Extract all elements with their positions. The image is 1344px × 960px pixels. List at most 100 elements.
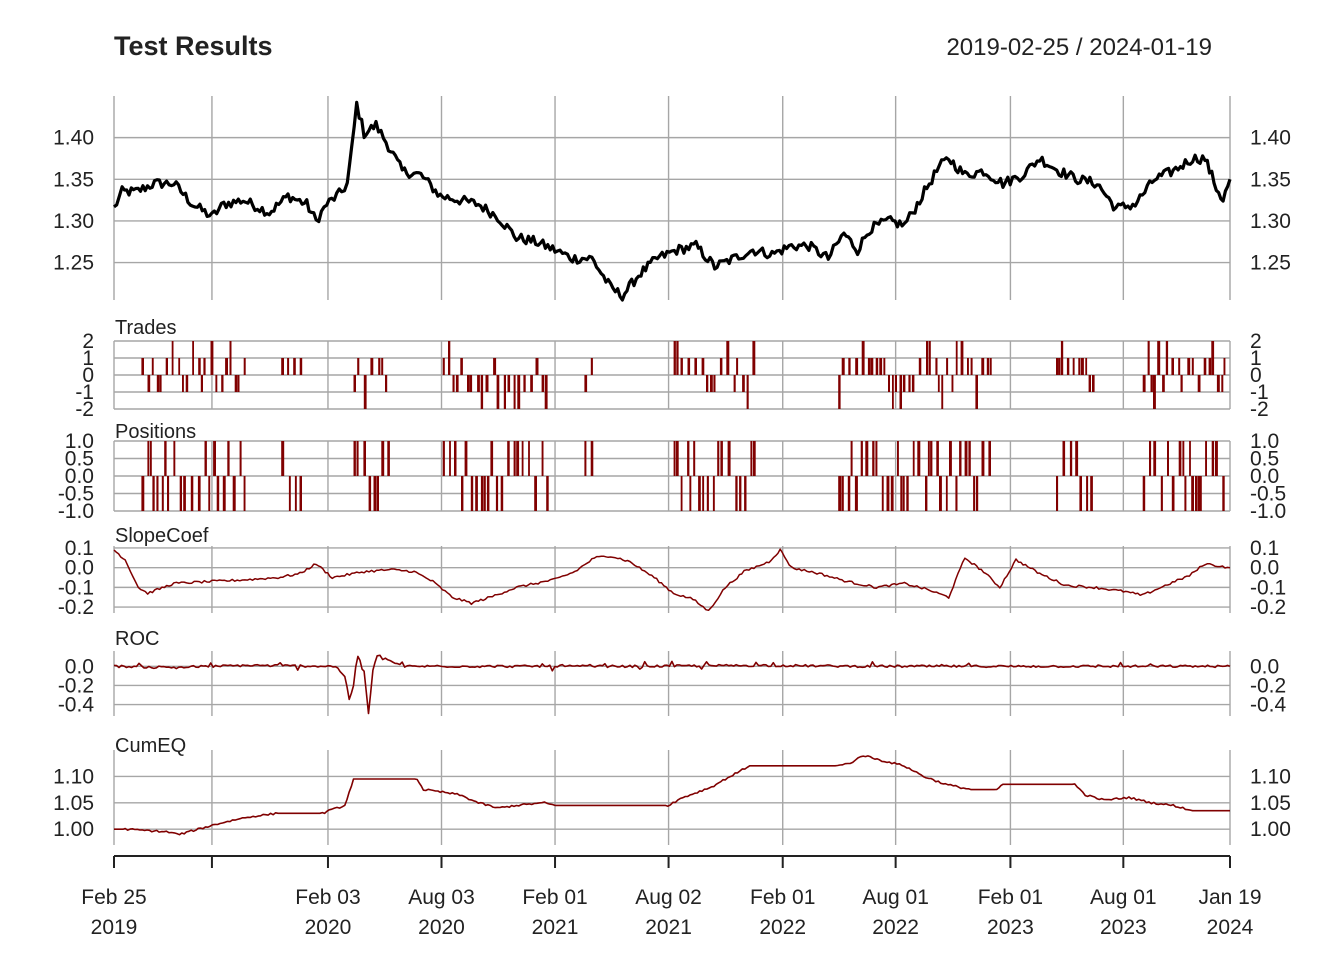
series-line-roc (113, 654, 1231, 715)
bar-positions (546, 476, 549, 511)
x-tick-label-year: 2023 (1100, 916, 1147, 939)
bar-trades (541, 375, 544, 392)
x-tick-label-month: Feb 03 (295, 886, 360, 909)
bar-trades (867, 358, 871, 375)
bar-positions (1160, 476, 1163, 511)
x-tick-label-month: Feb 01 (978, 886, 1043, 909)
panel-label-trades: Trades (115, 317, 177, 339)
bar-trades (911, 375, 915, 392)
bar-positions (232, 476, 236, 511)
bar-positions (495, 476, 499, 511)
bar-trades (455, 375, 459, 392)
bar-trades (935, 358, 938, 375)
bar-positions (687, 441, 690, 476)
bar-trades (1056, 358, 1059, 375)
bar-trades (363, 375, 367, 409)
y-tick-label-left: 1.00 (53, 818, 94, 841)
bar-trades (477, 375, 480, 392)
y-tick-label-right: 0.0 (1250, 557, 1279, 580)
bar-positions (988, 441, 991, 476)
bar-positions (689, 476, 692, 511)
bar-trades (676, 341, 679, 375)
x-tick-label-month: Feb 25 (81, 886, 146, 909)
bar-trades (746, 375, 749, 409)
bar-positions (590, 441, 594, 476)
bar-trades (908, 375, 911, 392)
bar-positions (480, 476, 484, 511)
bar-trades (981, 358, 985, 375)
bar-positions (475, 476, 478, 511)
x-tick-label-month: Jan 19 (1198, 886, 1261, 909)
bar-trades (171, 341, 174, 375)
bar-trades (243, 358, 246, 375)
x-tick-label-month: Feb 01 (750, 886, 815, 909)
bar-positions (1075, 441, 1079, 476)
bar-positions (675, 441, 679, 476)
bar-trades (198, 358, 201, 375)
bar-trades (951, 375, 954, 392)
bar-trades (281, 358, 284, 375)
y-tick-label-right: -1 (1250, 381, 1269, 404)
x-tick-label-month: Aug 01 (1090, 886, 1157, 909)
bar-trades (967, 358, 969, 375)
bar-trades (899, 375, 902, 409)
panel-label-roc: ROC (115, 628, 159, 650)
y-tick-label-left: 1.10 (53, 765, 94, 788)
bar-positions (693, 441, 696, 476)
bar-trades (1223, 358, 1226, 375)
bar-trades (156, 375, 160, 392)
bar-trades (378, 358, 381, 375)
bar-trades (442, 358, 445, 375)
bar-positions (368, 476, 372, 511)
bar-trades (293, 358, 296, 375)
bar-positions (680, 476, 683, 511)
y-tick-label-right: 1.05 (1250, 792, 1291, 815)
bar-positions (376, 476, 379, 511)
bar-positions (727, 441, 731, 476)
bar-trades (710, 375, 713, 392)
bar-positions (1079, 476, 1082, 511)
bar-trades (353, 375, 356, 392)
bar-trades (460, 358, 463, 375)
panel-label-positions: Positions (115, 421, 196, 443)
x-tick-label-year: 2023 (987, 916, 1034, 939)
bar-positions (173, 441, 176, 476)
bar-positions (208, 476, 211, 511)
bar-positions (1198, 476, 1200, 511)
bar-trades (848, 358, 851, 375)
bar-trades (590, 358, 593, 375)
bar-positions (152, 476, 155, 511)
bar-trades (493, 358, 497, 375)
bar-positions (968, 441, 971, 476)
bar-positions (161, 476, 164, 511)
bar-trades (225, 358, 228, 375)
bar-trades (929, 341, 931, 375)
bar-trades (733, 375, 736, 392)
bar-trades (1165, 341, 1169, 375)
bar-trades (1187, 358, 1191, 375)
bar-positions (975, 476, 979, 511)
y-tick-label-left: 1.30 (53, 210, 94, 233)
bar-trades (200, 375, 203, 392)
bar-positions (183, 476, 186, 511)
bar-positions (850, 441, 853, 476)
y-tick-label-right: 1 (1250, 347, 1262, 370)
bar-trades (1085, 358, 1088, 375)
bar-trades (879, 358, 883, 375)
bar-trades (687, 358, 691, 375)
bar-positions (838, 476, 842, 511)
bar-positions (720, 441, 723, 476)
bar-trades (151, 358, 154, 375)
y-tick-label-right: -0.4 (1250, 694, 1287, 717)
bar-trades (1058, 358, 1061, 375)
bar-trades (229, 341, 232, 375)
bar-positions (500, 476, 504, 511)
bar-trades (970, 358, 973, 375)
y-tick-label-left: -0.5 (58, 483, 94, 506)
bar-trades (165, 358, 168, 375)
bar-trades (680, 358, 683, 375)
bar-trades (1216, 375, 1220, 392)
y-tick-label-left: 1.40 (53, 127, 94, 150)
bar-positions (902, 476, 905, 511)
y-tick-label-right: -2 (1250, 398, 1269, 421)
